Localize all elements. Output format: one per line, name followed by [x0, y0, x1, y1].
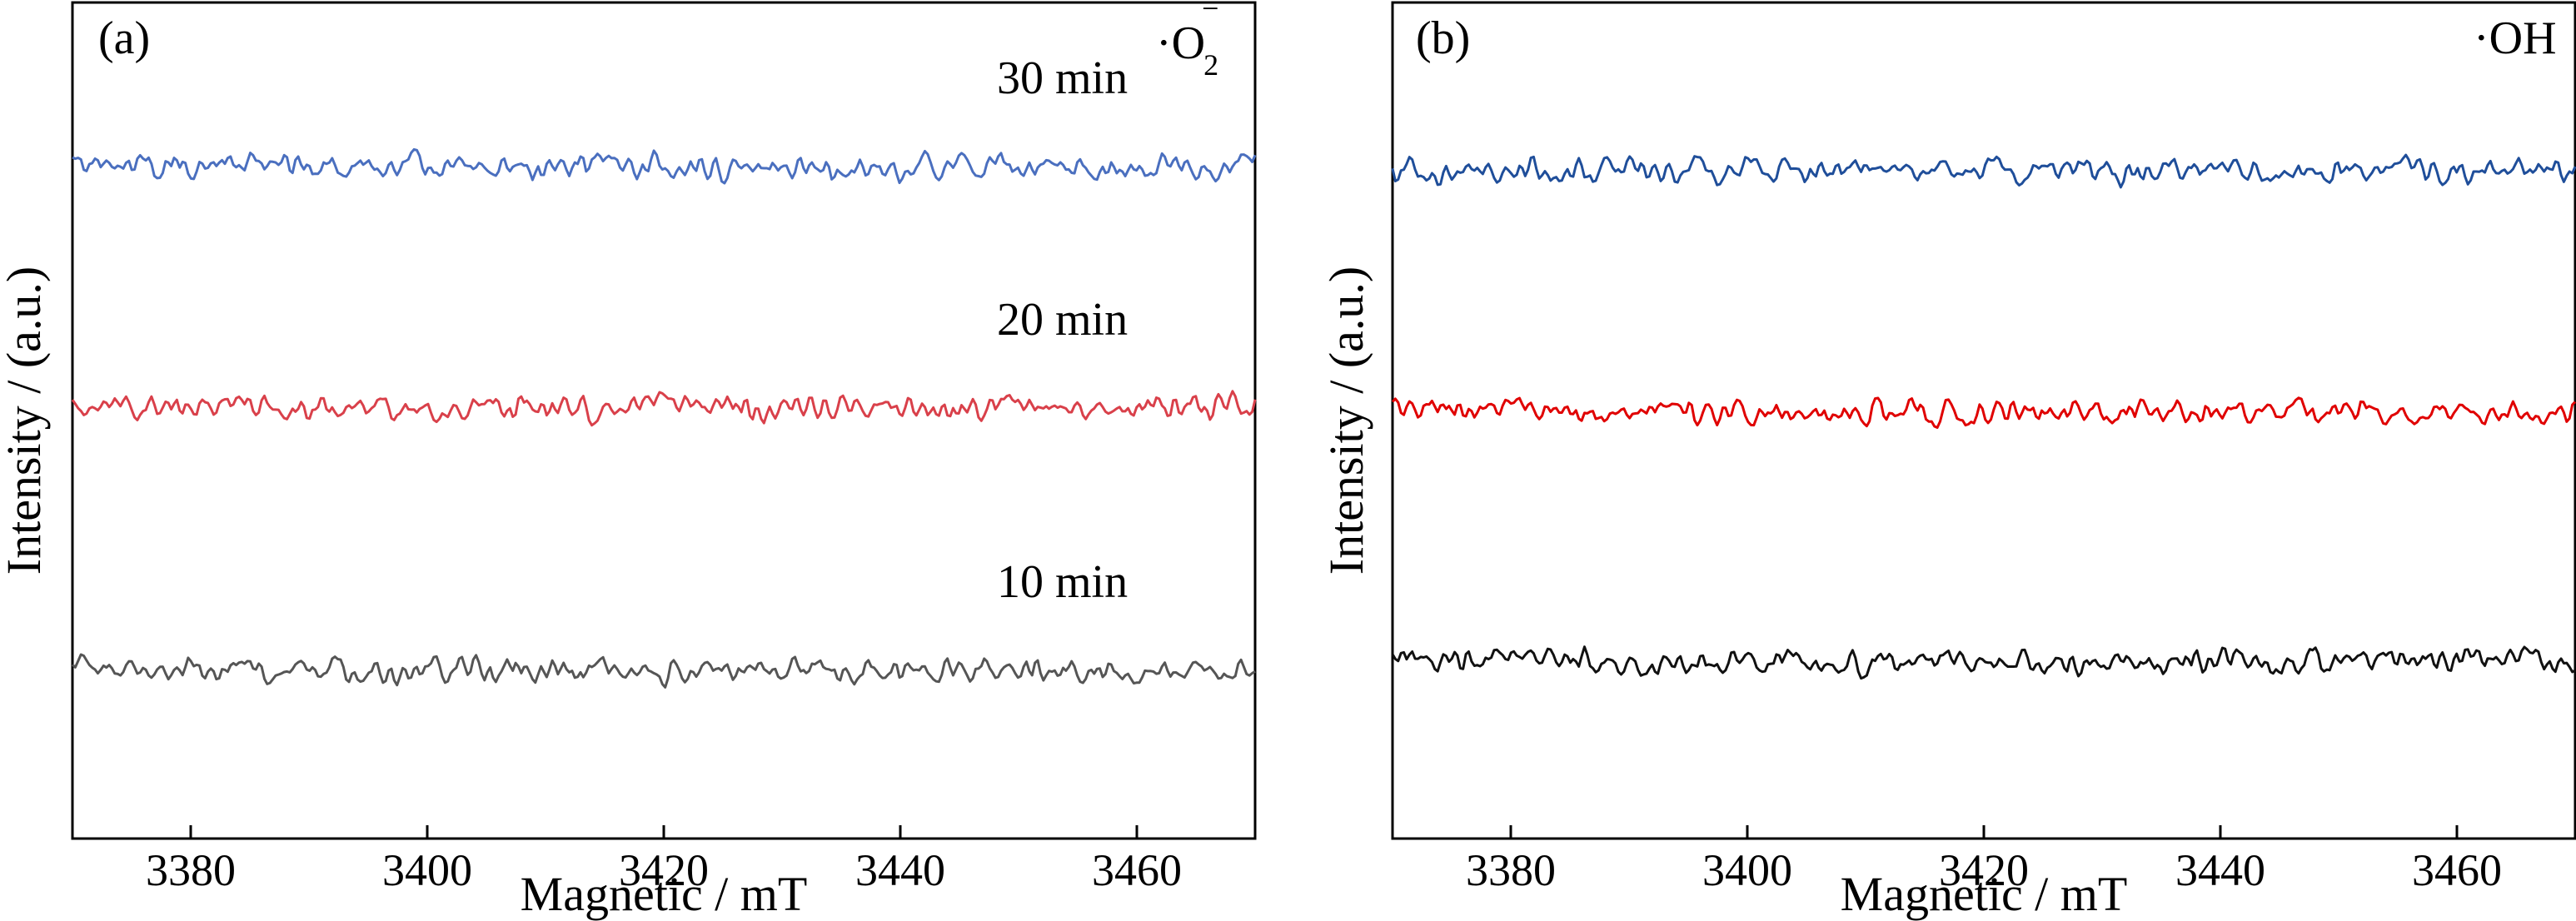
panel-a-x-axis-label: Magnetic / mT: [521, 867, 808, 921]
panel-a-tag: (a): [98, 12, 150, 64]
x-tick-label: 3460: [1092, 845, 1182, 895]
series-line-10-min: [71, 653, 1256, 689]
series-line-30-min: [1391, 153, 2576, 189]
x-tick-label: 3380: [1466, 845, 1556, 895]
panel-a-y-axis-label: Intensity / (a.u.): [0, 266, 51, 575]
x-tick-label: 3400: [1702, 845, 1792, 895]
series-line-30-min: [72, 147, 1257, 185]
series-line-10-min: [1391, 645, 2576, 680]
series-label-30-min: 30 min: [997, 52, 1128, 104]
panel-b-species: ·OH: [2474, 12, 2557, 64]
panel-a: (a) ·O2− 3380 3400 3420 3440 3460 30 min 20 m…: [0, 0, 1257, 921]
x-tick-label: 3380: [146, 845, 236, 895]
series-label-20-min: 20 min: [997, 294, 1128, 346]
panel-b-y-axis-label: Intensity / (a.u.): [1319, 266, 1373, 575]
series-label-10-min: 10 min: [997, 556, 1128, 608]
panel-a-series-labels: 30 min 20 min 10 min: [997, 52, 1128, 608]
series-line-20-min: [1391, 396, 2576, 429]
x-tick-label: 3420: [1939, 845, 2029, 895]
series-line-20-min: [71, 390, 1257, 427]
x-tick-label: 3440: [2175, 845, 2265, 895]
panel-b-x-axis-label: Magnetic / mT: [1841, 867, 2128, 921]
x-tick-label: 3400: [382, 845, 472, 895]
panel-a-frame: [71, 1, 1257, 840]
panel-b-ticks: 3380 3400 3420 3440 3460: [1466, 825, 2502, 895]
x-tick-label: 3420: [619, 845, 709, 895]
panel-a-species: ·O2−: [1156, 0, 1218, 82]
panel-a-traces: [71, 147, 1257, 689]
panel-b-frame: [1391, 1, 2576, 840]
panel-b-traces: [1391, 153, 2576, 680]
panel-b-tag: (b): [1416, 12, 1470, 64]
x-tick-label: 3460: [2412, 845, 2502, 895]
panel-a-ticks: 3380 3400 3420 3440 3460: [146, 825, 1182, 895]
x-tick-label: 3440: [855, 845, 945, 895]
